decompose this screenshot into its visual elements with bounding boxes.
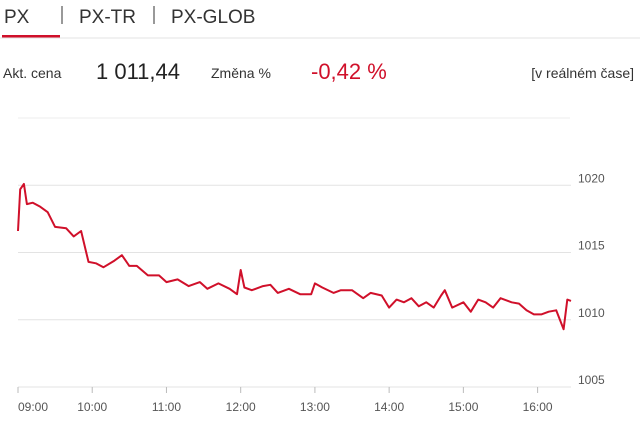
x-tick-label: 16:00 <box>523 400 553 414</box>
y-tick-label: 1010 <box>578 306 605 320</box>
y-tick-label: 1020 <box>578 171 605 185</box>
realtime-note: [v reálném čase] <box>531 65 634 81</box>
x-tick-label: 15:00 <box>448 400 478 414</box>
change: -0,42 % <box>311 59 387 84</box>
change-label: Změna % <box>211 65 271 81</box>
price-line <box>17 182 572 331</box>
x-tick-label: 12:00 <box>226 400 256 414</box>
price-label: Akt. cena <box>3 65 62 81</box>
x-tick-label: 14:00 <box>374 400 404 414</box>
price: 1 011,44 <box>96 59 180 84</box>
y-tick-label: 1005 <box>578 373 605 387</box>
x-tick-label: 11:00 <box>152 400 181 414</box>
tab[interactable]: PX <box>4 7 30 28</box>
tab-underline <box>2 35 60 38</box>
tab[interactable]: PX-TR <box>79 7 136 28</box>
y-tick-label: 1015 <box>578 239 605 253</box>
tab[interactable]: PX-GLOB <box>171 7 255 28</box>
x-tick-label: 13:00 <box>300 400 330 414</box>
x-tick-label: 09:00 <box>18 400 48 414</box>
x-tick-label: 10:00 <box>77 400 107 414</box>
